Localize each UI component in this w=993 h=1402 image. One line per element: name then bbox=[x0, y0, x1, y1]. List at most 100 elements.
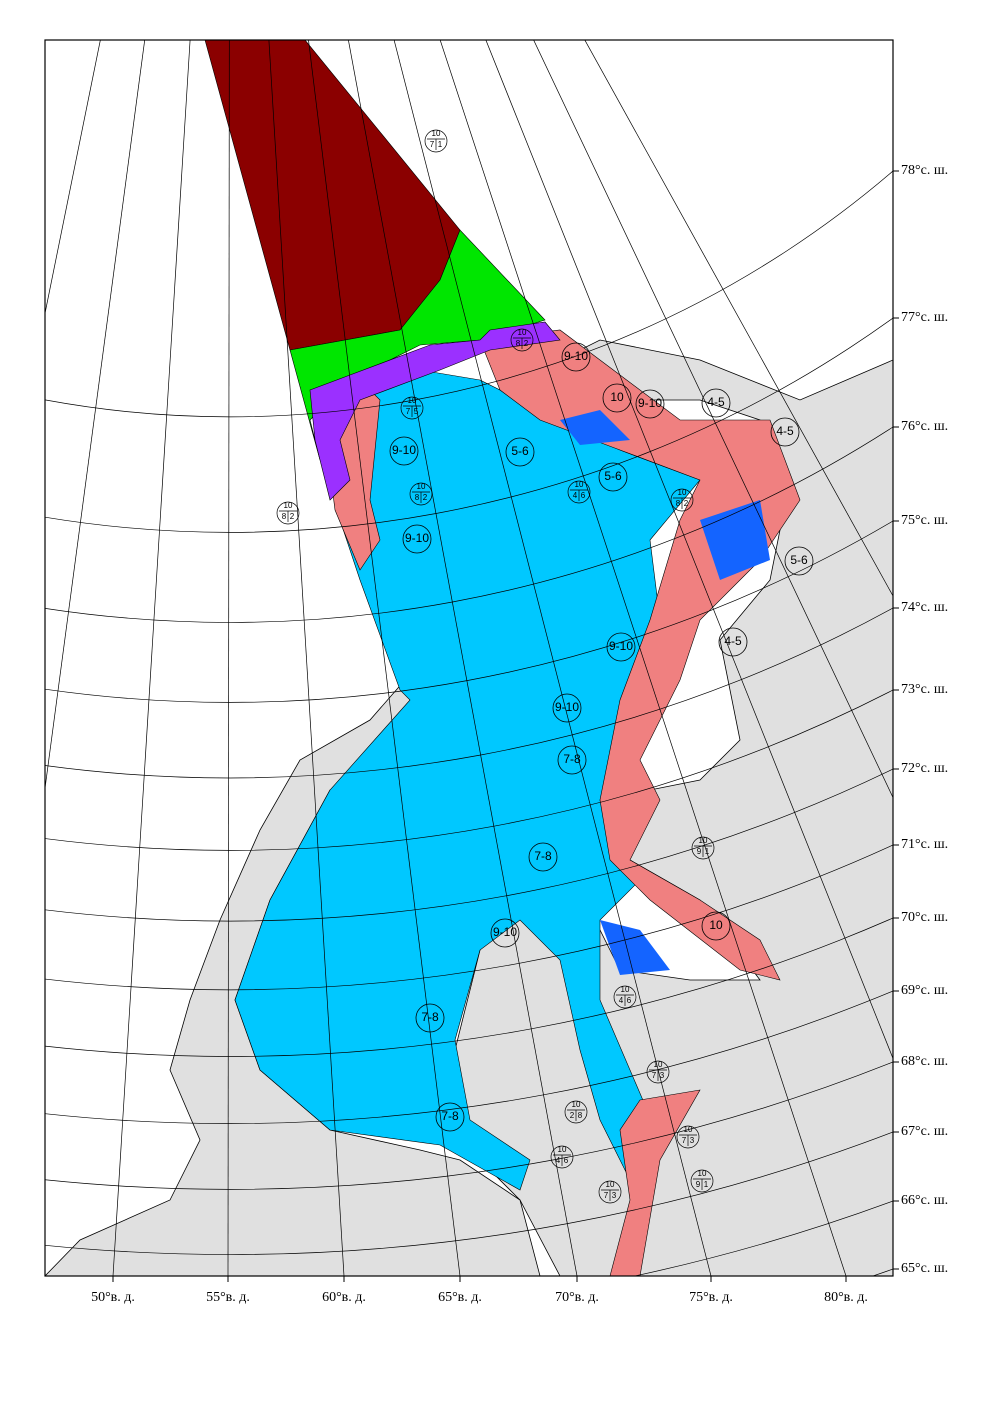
ice-label-circle bbox=[701, 388, 731, 418]
ice-label-circle bbox=[602, 383, 632, 413]
egg-part: 2 bbox=[524, 339, 529, 348]
egg-code bbox=[550, 1145, 574, 1169]
egg-part: 5 bbox=[414, 407, 419, 416]
egg-total: 10 bbox=[417, 482, 426, 491]
egg-part: 1 bbox=[438, 140, 443, 149]
egg-part: 8 bbox=[415, 493, 420, 502]
meridian bbox=[533, 40, 893, 799]
ice-label: 5-6 bbox=[790, 553, 808, 567]
ice-label: 7-8 bbox=[421, 1010, 439, 1024]
lat-label: 71°с. ш. bbox=[901, 837, 948, 852]
ice-label: 9-10 bbox=[638, 396, 662, 410]
egg-part: 3 bbox=[660, 1071, 665, 1080]
egg-code bbox=[613, 985, 637, 1009]
meridian bbox=[227, 40, 230, 1276]
egg-code bbox=[676, 1125, 700, 1149]
ice-label: 5-6 bbox=[511, 444, 529, 458]
egg-part: 7 bbox=[604, 1191, 609, 1200]
ice-label-circle bbox=[770, 417, 800, 447]
meridian bbox=[584, 40, 893, 597]
ice-label: 4-5 bbox=[707, 395, 725, 409]
ice-label: 9-10 bbox=[564, 349, 588, 363]
egg-part: 4 bbox=[619, 996, 624, 1005]
ice-label-circle bbox=[598, 462, 628, 492]
lat-label: 72°с. ш. bbox=[901, 761, 948, 776]
egg-total: 10 bbox=[606, 1180, 615, 1189]
egg-total: 10 bbox=[654, 1060, 663, 1069]
ice-label: 9-10 bbox=[392, 443, 416, 457]
egg-code bbox=[598, 1180, 622, 1204]
nilas bbox=[700, 500, 770, 580]
egg-total: 10 bbox=[432, 129, 441, 138]
egg-total: 10 bbox=[558, 1145, 567, 1154]
ice-label-circle bbox=[490, 918, 520, 948]
egg-part: 8 bbox=[516, 339, 521, 348]
grey-ice bbox=[309, 321, 561, 501]
ice-label: 9-10 bbox=[405, 531, 429, 545]
ice-label: 9-10 bbox=[609, 639, 633, 653]
egg-code bbox=[400, 396, 424, 420]
lon-label: 60°в. д. bbox=[322, 1290, 366, 1305]
ice-label-circle bbox=[415, 1003, 445, 1033]
lat-label: 76°с. ш. bbox=[901, 419, 948, 434]
meridian bbox=[268, 40, 345, 1276]
meridian bbox=[45, 40, 146, 791]
fast-ice bbox=[609, 1089, 701, 1276]
ice-label-circle bbox=[561, 342, 591, 372]
lon-label: 75°в. д. bbox=[689, 1290, 733, 1305]
ice-label: 10 bbox=[610, 390, 624, 404]
ice-label-circle bbox=[402, 524, 432, 554]
ice-label-circle bbox=[701, 911, 731, 941]
ice-label: 7-8 bbox=[441, 1109, 459, 1123]
egg-total: 10 bbox=[621, 985, 630, 994]
egg-part: 6 bbox=[581, 491, 586, 500]
egg-part: 9 bbox=[697, 847, 702, 856]
egg-part: 1 bbox=[704, 1180, 709, 1189]
egg-code bbox=[276, 501, 300, 525]
egg-code bbox=[409, 482, 433, 506]
egg-code bbox=[567, 480, 591, 504]
egg-part: 4 bbox=[573, 491, 578, 500]
ice-label: 4-5 bbox=[776, 424, 794, 438]
ice-label: 10 bbox=[709, 918, 723, 932]
lon-label: 70°в. д. bbox=[555, 1290, 599, 1305]
nilas bbox=[600, 920, 670, 975]
parallel bbox=[45, 317, 893, 533]
egg-total: 10 bbox=[684, 1125, 693, 1134]
egg-part: 2 bbox=[423, 493, 428, 502]
ice-label-circle bbox=[389, 436, 419, 466]
lat-label: 73°с. ш. bbox=[901, 682, 948, 697]
egg-part: 6 bbox=[627, 996, 632, 1005]
meridian bbox=[485, 40, 893, 1060]
egg-total: 10 bbox=[678, 488, 687, 497]
meridian bbox=[348, 40, 578, 1276]
lat-label: 78°с. ш. bbox=[901, 163, 948, 178]
egg-part: 7 bbox=[652, 1071, 657, 1080]
lat-label: 69°с. ш. bbox=[901, 983, 948, 998]
lon-label: 65°в. д. bbox=[438, 1290, 482, 1305]
egg-code bbox=[690, 1169, 714, 1193]
egg-part: 2 bbox=[684, 499, 689, 508]
ice-label-circle bbox=[528, 842, 558, 872]
ice-label-circle bbox=[552, 693, 582, 723]
parallel bbox=[45, 170, 893, 417]
ice-label-circle bbox=[505, 437, 535, 467]
fast-ice bbox=[479, 329, 801, 981]
ice-label: 9-10 bbox=[555, 700, 579, 714]
ice-label: 7-8 bbox=[563, 752, 581, 766]
meridian bbox=[112, 40, 191, 1276]
ice-label-circle bbox=[635, 389, 665, 419]
egg-part: 2 bbox=[290, 512, 295, 521]
ice-label-circle bbox=[435, 1102, 465, 1132]
egg-code bbox=[646, 1060, 670, 1084]
meridian bbox=[393, 40, 712, 1276]
lat-label: 77°с. ш. bbox=[901, 310, 948, 325]
egg-code bbox=[564, 1100, 588, 1124]
ice-label-circle bbox=[718, 627, 748, 657]
egg-part: 2 bbox=[570, 1111, 575, 1120]
egg-code bbox=[510, 328, 534, 352]
ice-label: 4-5 bbox=[724, 634, 742, 648]
lon-label: 50°в. д. bbox=[91, 1290, 135, 1305]
lon-label: 80°в. д. bbox=[824, 1290, 868, 1305]
